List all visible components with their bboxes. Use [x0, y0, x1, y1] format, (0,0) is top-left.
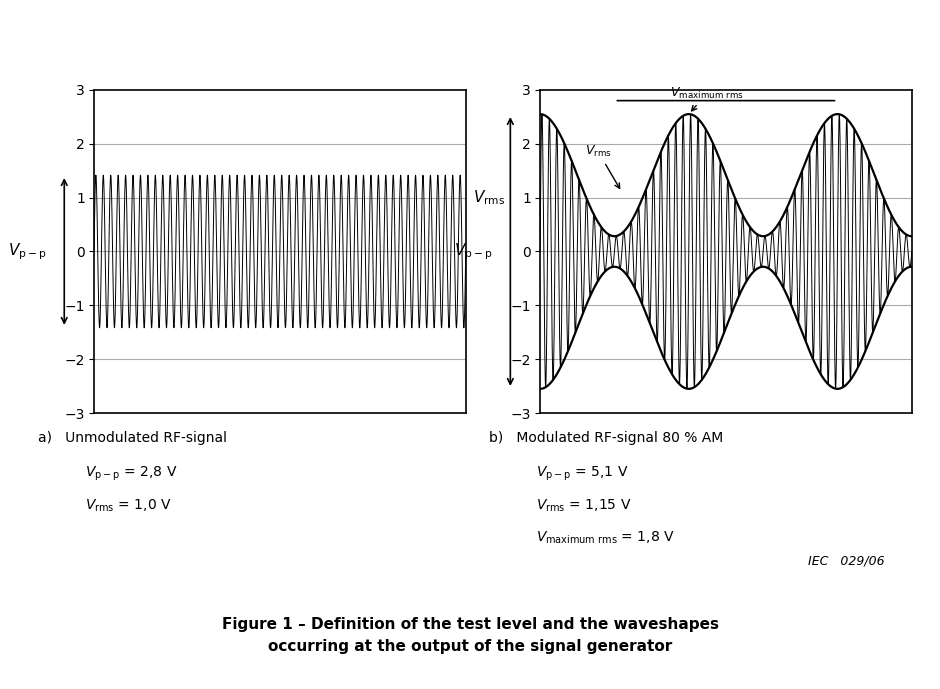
Text: $V_\mathrm{rms}$: $V_\mathrm{rms}$ [585, 144, 619, 188]
Text: $V_{\mathrm{p-p}}$ = 2,8 V: $V_{\mathrm{p-p}}$ = 2,8 V [85, 465, 177, 484]
Text: Figure 1 – Definition of the test level and the waveshapes
occurring at the outp: Figure 1 – Definition of the test level … [222, 617, 718, 654]
Text: $V_\mathrm{p-p}$: $V_\mathrm{p-p}$ [8, 241, 46, 262]
Text: $V_{\mathrm{rms}}$ = 1,0 V: $V_{\mathrm{rms}}$ = 1,0 V [85, 497, 171, 514]
Text: $V_{\mathrm{p-p}}$ = 5,1 V: $V_{\mathrm{p-p}}$ = 5,1 V [536, 465, 628, 484]
Text: $V_\mathrm{maximum\ rms}$: $V_\mathrm{maximum\ rms}$ [670, 85, 744, 111]
Text: $V_{\mathrm{rms}}$ = 1,15 V: $V_{\mathrm{rms}}$ = 1,15 V [536, 497, 632, 514]
Text: b)   Modulated RF-signal 80 % AM: b) Modulated RF-signal 80 % AM [489, 431, 723, 444]
Text: a)   Unmodulated RF-signal: a) Unmodulated RF-signal [38, 431, 227, 444]
Text: IEC   029/06: IEC 029/06 [808, 555, 885, 568]
Text: $V_{\mathrm{maximum\ rms}}$ = 1,8 V: $V_{\mathrm{maximum\ rms}}$ = 1,8 V [536, 530, 675, 546]
Text: $V_\mathrm{p-p}$: $V_\mathrm{p-p}$ [454, 241, 493, 262]
Text: $V_\mathrm{rms}$: $V_\mathrm{rms}$ [473, 188, 506, 207]
